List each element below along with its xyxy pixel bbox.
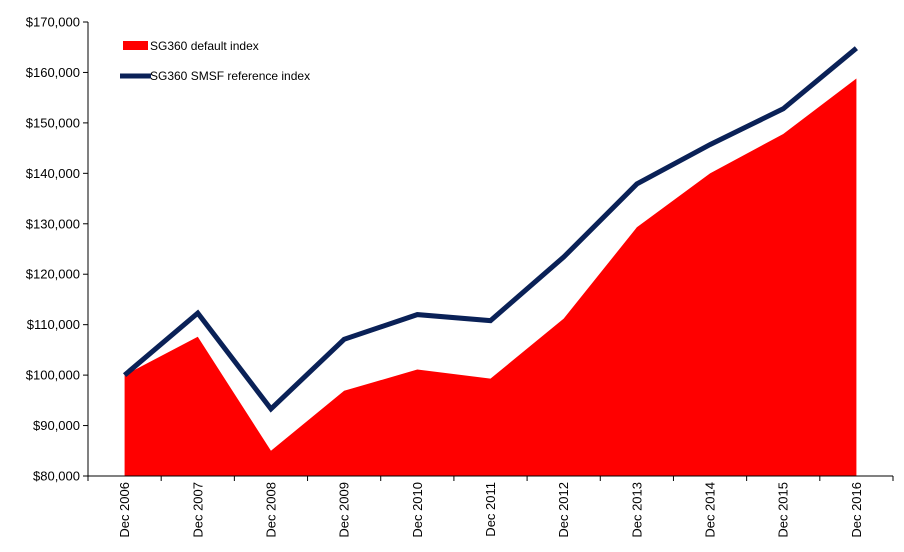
legend-label-smsf-reference-index: SG360 SMSF reference index <box>150 69 310 83</box>
x-tick-label: Dec 2007 <box>190 482 205 538</box>
y-tick-label: $160,000 <box>26 65 80 80</box>
y-tick-label: $120,000 <box>26 267 80 282</box>
x-tick-label: Dec 2016 <box>849 482 864 538</box>
x-tick-label: Dec 2013 <box>629 482 644 538</box>
y-tick-label: $150,000 <box>26 115 80 130</box>
y-tick-label: $110,000 <box>27 317 80 332</box>
legend: SG360 default index SG360 SMSF reference … <box>120 39 310 83</box>
legend-label-default-index: SG360 default index <box>150 39 259 53</box>
x-tick-label: Dec 2006 <box>117 482 132 538</box>
axes: $80,000 $90,000 $100,000 $110,000 $120,000 $1… <box>26 15 894 538</box>
y-tick-label: $130,000 <box>26 216 80 231</box>
x-tick-label: Dec 2009 <box>337 482 352 538</box>
y-tick-label: $90,000 <box>33 418 80 433</box>
x-tick-label: Dec 2010 <box>410 482 425 538</box>
y-tick-label: $170,000 <box>26 15 80 30</box>
y-tick-label: $80,000 <box>33 469 80 484</box>
legend-swatch-default-index <box>123 41 148 50</box>
y-tick-label: $140,000 <box>26 166 80 181</box>
plot-area <box>122 46 859 477</box>
area-series-default-index <box>124 78 857 477</box>
x-tick-label: Dec 2014 <box>703 482 718 538</box>
x-tick-label: Dec 2015 <box>776 482 791 538</box>
x-tick-label: Dec 2008 <box>263 482 278 538</box>
x-tick-label: Dec 2012 <box>556 482 571 538</box>
x-tick-label: Dec 2011 <box>483 482 498 537</box>
y-tick-label: $100,000 <box>26 368 80 383</box>
